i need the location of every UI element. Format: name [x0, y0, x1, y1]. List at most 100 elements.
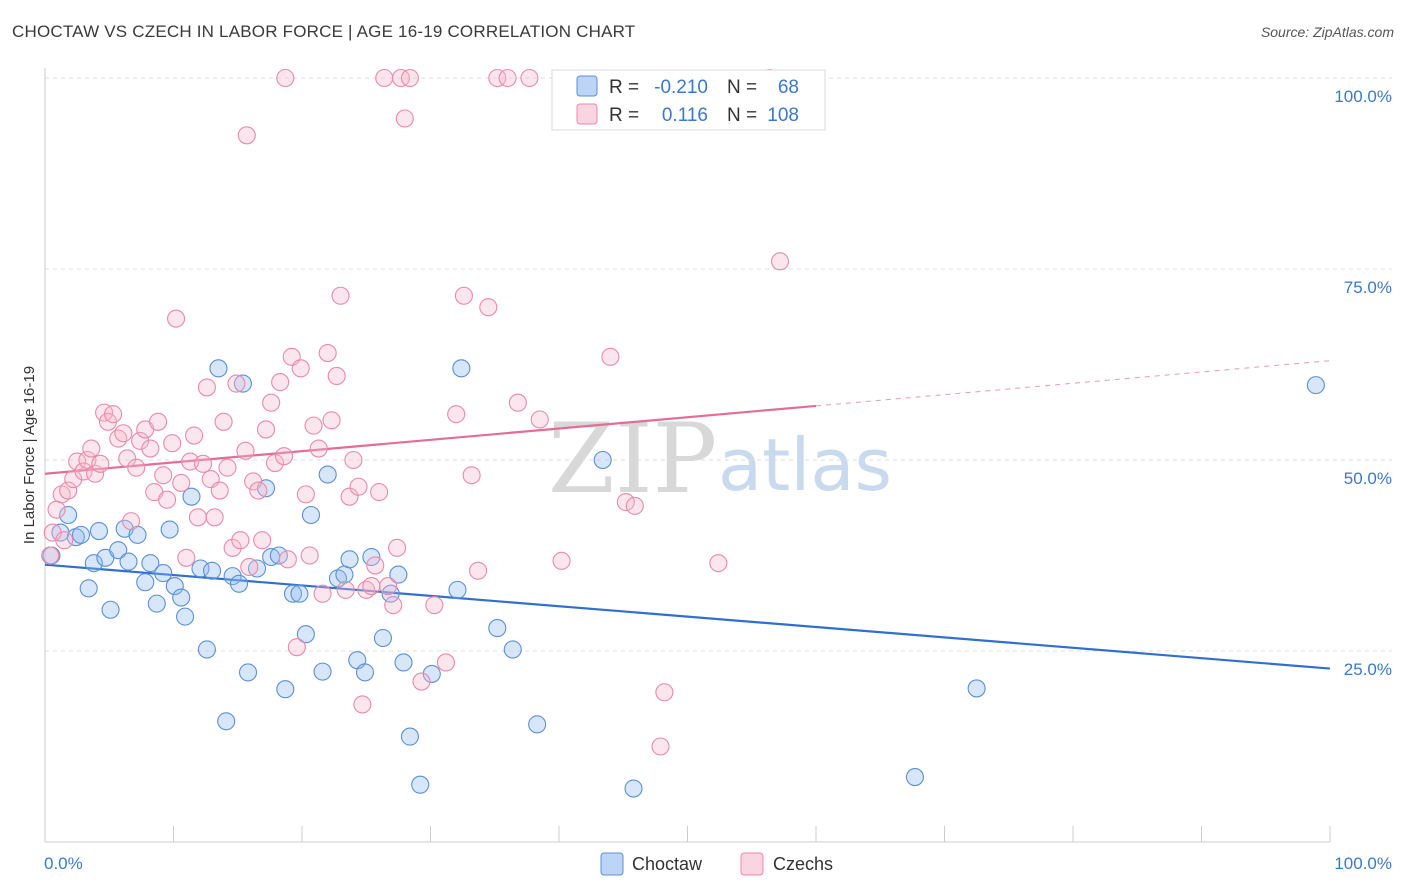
legend-r-label-czechs: R =	[609, 105, 639, 126]
choctaw-point	[176, 607, 195, 626]
choctaw-point	[209, 359, 228, 378]
czechs-point	[262, 393, 281, 412]
czechs-point	[256, 420, 276, 439]
choctaw-point	[182, 487, 201, 506]
czechs-point	[236, 441, 255, 460]
czechs-point	[223, 538, 242, 557]
y-tick-label: 25.0%	[1344, 660, 1392, 679]
choctaw-point	[59, 505, 78, 525]
czechs-point	[91, 454, 110, 473]
legend-swatch-choctaw	[576, 75, 598, 97]
czechs-point	[114, 424, 133, 443]
choctaw-point	[197, 640, 216, 659]
czechs-point	[167, 309, 186, 328]
choctaw-point	[313, 662, 332, 681]
czechs-point	[384, 596, 403, 615]
czechs-point	[265, 454, 285, 473]
czechs-point	[336, 580, 355, 599]
choctaw-point	[283, 584, 303, 603]
legend-r-value-choctaw: -0.210	[654, 77, 708, 98]
czechs-point	[109, 429, 128, 448]
czechs-point	[616, 492, 635, 512]
czechs-point	[318, 343, 337, 363]
choctaw-point	[101, 600, 120, 619]
czechs-point	[447, 405, 466, 424]
choctaw-point	[355, 663, 375, 682]
czechs-point	[158, 490, 177, 509]
choctaw-point	[448, 580, 467, 599]
legend-n-value-czechs: 108	[767, 105, 799, 126]
czechs-point	[141, 439, 160, 458]
czechs-point	[296, 485, 315, 504]
choctaw-point	[238, 663, 258, 682]
czechs-point	[185, 426, 204, 445]
czechs-point	[253, 531, 272, 550]
czechs-point	[400, 68, 419, 88]
czechs-point	[353, 695, 372, 714]
choctaw-point	[290, 584, 309, 603]
czechs-point	[479, 298, 498, 317]
choctaw-point	[340, 550, 359, 569]
czechs-point	[210, 481, 229, 500]
choctaw-point	[119, 552, 138, 571]
choctaw-point	[141, 554, 160, 573]
choctaw-point	[79, 579, 98, 598]
czechs-point	[86, 464, 105, 483]
choctaw-point	[296, 625, 315, 644]
axes	[44, 68, 1331, 843]
choctaw-point	[362, 547, 381, 567]
czechs-point	[163, 434, 182, 453]
choctaw-point	[247, 559, 267, 578]
czechs-point	[227, 374, 246, 393]
choctaw-point	[165, 577, 184, 596]
choctaw-point	[136, 573, 155, 592]
chart-source: Source: ZipAtlas.com	[1260, 24, 1394, 40]
choctaw-point	[488, 619, 507, 638]
choctaw-point	[373, 628, 393, 648]
czechs-point	[41, 546, 60, 565]
czechs-point	[274, 447, 294, 466]
czechs-point	[625, 496, 644, 515]
legend-n-value-choctaw: 68	[778, 77, 799, 98]
czechs-point	[770, 252, 790, 271]
czechs-point	[349, 477, 368, 496]
choctaw-point	[233, 374, 252, 393]
czechs-point	[194, 454, 213, 473]
legend-n-label-choctaw: N =	[727, 77, 757, 98]
czechs-point	[530, 410, 549, 429]
czechs-point	[188, 508, 207, 527]
czechs-point	[601, 347, 620, 366]
czechs-point	[520, 68, 539, 88]
czechs-point	[309, 439, 328, 458]
series-legend: Choctaw Czechs	[600, 852, 833, 876]
watermark-atlas: atlas	[718, 423, 892, 507]
czechs-point	[655, 683, 674, 702]
czechs-point	[300, 546, 319, 565]
czechs-point	[322, 411, 341, 430]
legend-n-label-czechs: N =	[727, 105, 757, 126]
czechs-point	[304, 416, 323, 435]
czechs-point	[237, 126, 256, 145]
czechs-point	[651, 737, 670, 756]
czechs-point	[468, 561, 488, 580]
czechs-point	[412, 672, 431, 691]
choctaw-point	[335, 565, 354, 584]
choctaw-point	[503, 640, 522, 659]
choctaw-point	[400, 727, 419, 746]
czechs-point	[244, 472, 263, 491]
choctaw-point	[301, 505, 321, 525]
czechs-point	[291, 359, 310, 378]
choctaw-point	[147, 594, 166, 613]
choctaw-point	[1306, 376, 1325, 395]
choctaw-point	[203, 561, 222, 580]
czechs-point	[313, 584, 332, 603]
legend-r-label-choctaw: R =	[609, 77, 639, 98]
czechs-point	[508, 393, 527, 412]
czechs-point	[271, 373, 290, 392]
czechs-point	[154, 466, 173, 485]
choctaw-point	[109, 541, 128, 560]
choctaw-point	[394, 653, 413, 672]
correlation-legend: R = -0.210 N = 68 R = 0.116 N = 108	[551, 69, 826, 131]
choctaw-point	[452, 359, 471, 378]
